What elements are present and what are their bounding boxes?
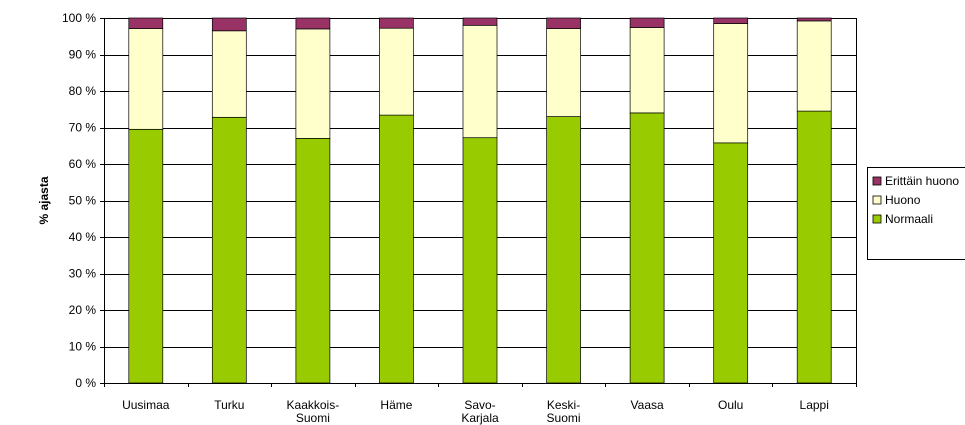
x-category-label: Oulu: [718, 398, 743, 412]
y-tick-label: 10 %: [69, 340, 97, 354]
y-tick-label: 60 %: [69, 157, 97, 171]
y-tick-labels: 0 % 10 % 20 % 30 % 40 % 50 % 60 % 70 % 80 % 90 % 1…: [62, 11, 96, 390]
bar-segment: [796, 17, 832, 22]
y-tick-label: 20 %: [69, 303, 97, 317]
bar-segment: [462, 17, 498, 26]
bar-segment: [295, 138, 331, 384]
x-category-label: Keski-Suomi: [547, 398, 581, 425]
x-category-labels: Uusimaa Turku Kaakkois-Suomi Häme Savo-Karja…: [122, 398, 829, 425]
x-category-label: Kaakkois-Suomi: [287, 398, 340, 425]
bars: [128, 17, 832, 384]
legend-label: Erittäin huono: [885, 174, 959, 188]
legend-box: [867, 167, 965, 260]
x-category-label: Savo-Karjala: [461, 398, 499, 425]
bar-segment: [211, 17, 247, 32]
bar-segment: [128, 128, 164, 384]
bar-segment: [629, 17, 665, 28]
bar-segment: [379, 114, 414, 384]
x-category-label: Uusimaa: [122, 398, 170, 412]
bar-segment: [295, 17, 331, 30]
y-axis-title: % ajasta: [37, 176, 51, 224]
y-tick-label: 80 %: [69, 84, 97, 98]
legend-swatch: [872, 195, 882, 205]
bar-segment: [713, 142, 749, 384]
bar-segment: [546, 17, 581, 29]
y-tick-label: 90 %: [69, 48, 97, 62]
bar-segment: [713, 23, 749, 144]
bar-segment: [546, 28, 581, 117]
bar-segment: [295, 28, 331, 139]
axes: [100, 18, 857, 387]
x-category-label: Häme: [380, 398, 412, 412]
x-category-label: Vaasa: [631, 398, 664, 412]
y-tick-label: 30 %: [69, 267, 97, 281]
bar-segment: [629, 112, 665, 384]
bar-segment: [462, 24, 498, 139]
legend-swatch: [872, 214, 882, 224]
y-tick-label: 50 %: [69, 194, 97, 208]
y-tick-label: 70 %: [69, 121, 97, 135]
bar-segment: [211, 30, 247, 118]
legend: Erittäin huono Huono Normaali: [867, 167, 965, 260]
bar-segment: [546, 116, 581, 384]
bar-segment: [128, 17, 164, 29]
y-tick-label: 100 %: [62, 11, 96, 25]
bar-segment: [128, 28, 164, 130]
bar-segment: [796, 20, 832, 112]
y-tick-label: 40 %: [69, 230, 97, 244]
y-tick-label: 0 %: [75, 376, 96, 390]
bar-segment: [629, 27, 665, 114]
bar-segment: [713, 17, 749, 24]
x-category-label: Turku: [214, 398, 244, 412]
bar-segment: [211, 116, 247, 384]
legend-swatch: [872, 176, 882, 186]
x-category-label: Lappi: [800, 398, 829, 412]
legend-label: Normaali: [885, 212, 933, 226]
bar-segment: [796, 110, 832, 384]
bar-segment: [462, 137, 498, 384]
bar-segment: [379, 17, 414, 29]
legend-label: Huono: [885, 193, 921, 207]
bar-segment: [379, 27, 414, 116]
